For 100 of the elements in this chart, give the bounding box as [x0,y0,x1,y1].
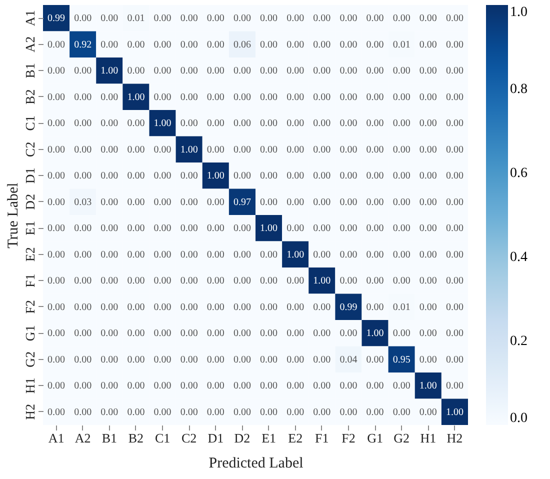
data-label: 0.00 [313,328,331,340]
y-tick-label: C1 [22,116,38,131]
data-label: 0.00 [48,39,66,50]
data-label: 0.00 [419,249,437,260]
data-label: 0.99 [340,302,358,313]
data-label: 1.00 [286,249,304,260]
data-label: 0.00 [366,196,384,208]
data-label: 0.00 [127,223,145,234]
data-label: 0.00 [313,144,331,156]
x-tick-label: E2 [288,430,303,446]
data-label: 0.00 [180,302,198,313]
data-label: 0.00 [260,13,278,24]
x-tick-label: F1 [315,430,329,446]
data-label: 0.00 [154,302,172,313]
data-label: 0.00 [366,302,384,313]
data-label: 0.00 [286,118,304,130]
data-label: 0.00 [392,118,410,130]
data-label: 0.00 [154,380,172,392]
data-label: 0.00 [154,196,172,208]
data-label: 0.00 [286,196,304,208]
data-label: 0.00 [392,406,410,418]
data-label: 0.00 [286,354,304,366]
data-label: 0.00 [206,13,224,24]
data-label: 0.00 [419,39,437,50]
data-label: 0.99 [48,13,66,24]
data-label: 0.00 [340,144,358,156]
data-label: 0.00 [48,406,66,418]
data-label: 0.00 [127,118,145,130]
data-label: 0.00 [446,118,464,130]
data-label: 0.01 [127,13,145,24]
data-label: 0.00 [48,249,66,260]
data-label: 0.00 [48,144,66,156]
data-label: 0.00 [392,170,410,182]
data-label: 1.00 [419,380,437,392]
data-label: 0.92 [74,39,92,50]
data-label: 0.00 [446,144,464,156]
data-label: 0.00 [419,406,437,418]
data-label: 0.00 [419,223,437,234]
data-label: 0.00 [74,249,92,260]
data-label: 0.00 [48,66,66,77]
data-label: 0.00 [313,249,331,260]
data-label: 0.00 [127,276,145,287]
data-label: 0.00 [74,380,92,392]
data-label: 0.00 [392,196,410,208]
data-label: 0.00 [127,328,145,340]
data-label: 0.00 [206,249,224,260]
data-label: 0.00 [446,13,464,24]
data-label: 0.00 [154,406,172,418]
data-label: 0.00 [206,39,224,50]
data-label: 0.06 [233,39,251,50]
data-label: 0.00 [74,92,92,103]
data-label: 0.00 [100,144,118,156]
data-label: 0.00 [366,39,384,50]
x-tick-label: D1 [208,430,224,446]
data-label: 0.00 [446,249,464,260]
data-label: 1.00 [260,223,278,234]
data-label: 0.00 [392,328,410,340]
data-label: 0.00 [366,380,384,392]
y-tick-label: F1 [22,274,38,288]
data-label: 0.00 [154,249,172,260]
data-label: 0.00 [313,196,331,208]
data-label: 0.00 [260,196,278,208]
data-label: 0.00 [260,406,278,418]
data-label: 0.00 [286,92,304,103]
data-label: 0.00 [233,249,251,260]
data-label: 0.00 [446,328,464,340]
y-tick-label: E2 [22,247,38,262]
data-label: 0.00 [286,39,304,50]
data-label: 0.00 [260,118,278,130]
data-label: 0.00 [260,354,278,366]
data-label: 0.04 [340,354,358,366]
data-label: 0.00 [260,92,278,103]
data-label: 0.00 [233,223,251,234]
data-label: 0.00 [446,302,464,313]
data-label: 0.00 [366,223,384,234]
data-label: 0.00 [127,196,145,208]
data-label: 0.00 [48,92,66,103]
data-label: 0.00 [286,66,304,77]
data-label: 1.00 [100,66,118,77]
data-label: 0.00 [48,276,66,287]
data-label: 0.00 [366,170,384,182]
data-label: 0.00 [74,13,92,24]
data-label: 0.00 [127,39,145,50]
data-label: 0.00 [340,170,358,182]
data-label: 0.00 [180,223,198,234]
x-tick-label: E1 [262,430,276,446]
data-label: 0.00 [206,223,224,234]
data-label: 0.00 [340,92,358,103]
color-bar-label: 0.4 [510,250,528,265]
data-label: 0.00 [419,92,437,103]
data-label: 0.00 [100,39,118,50]
data-label: 0.00 [286,223,304,234]
data-label: 0.00 [313,170,331,182]
data-label: 0.00 [419,118,437,130]
data-label: 0.00 [48,302,66,313]
data-label: 0.00 [74,354,92,366]
data-label: 0.00 [206,328,224,340]
data-label: 0.00 [233,13,251,24]
data-label: 0.00 [366,249,384,260]
data-label: 0.00 [340,39,358,50]
